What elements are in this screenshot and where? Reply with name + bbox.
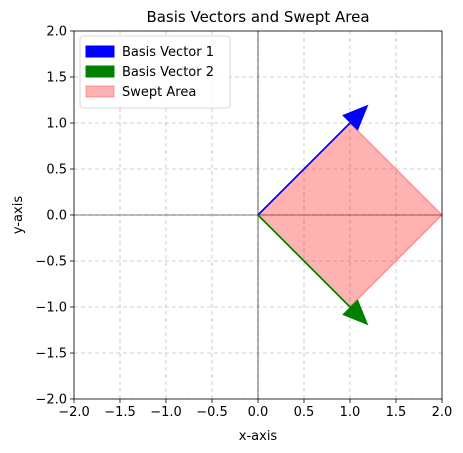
x-tick-label: −0.5 [196,405,228,420]
x-tick-label: 0.0 [248,405,269,420]
legend-basis-vector-1: Basis Vector 1 [85,45,214,60]
chart-title: Basis Vectors and Swept Area [146,8,369,26]
y-axis-label: y-axis [11,196,26,234]
basis-vector-2 [257,214,369,326]
swept-area-polygon [256,121,444,309]
x-tick-label: −1.0 [150,405,182,420]
legend-basis-vector-2-swatch [85,65,115,78]
x-tick-label: −1.5 [104,405,136,420]
y-tick-label: −1.0 [35,301,67,316]
basis-vector-1 [257,104,369,216]
legend-box [79,35,231,109]
y-tick-label: 2.0 [46,25,67,40]
y-tick-label: −1.5 [35,347,67,362]
plot-area: −2.0 −1.5 −1.0 −0.5 0.0 0.5 1.0 1.5 2.0−2.0−1.5−… [35,25,452,421]
x-tick-label: −2.0 [58,405,90,420]
x-tick-label: 2.0 [432,405,453,420]
x-tick-label: 1.5 [386,405,407,420]
legend-swept-area-label: Swept Area [122,85,196,100]
legend: Basis Vector 1 Basis Vector 2 Swept Area [79,35,231,109]
basis-vector-1-arrow [257,104,369,216]
basis-vector-2-arrow [257,214,369,326]
legend-swept-area: Swept Area [85,85,196,100]
y-tick-label: 0.5 [46,163,67,178]
y-tick-label: 0.0 [46,209,67,224]
legend-basis-vector-2-label: Basis Vector 2 [122,65,214,80]
y-tick-label: −0.5 [35,255,67,270]
x-tick-label: 1.0 [340,405,361,420]
legend-basis-vector-1-label: Basis Vector 1 [122,45,214,60]
legend-basis-vector-1-swatch [85,45,115,58]
legend-swept-area-swatch [85,85,115,98]
y-tick-label: 1.5 [46,71,67,86]
y-tick-label: −2.0 [35,393,67,408]
legend-basis-vector-2: Basis Vector 2 [85,65,214,80]
y-tick-label: 1.0 [46,117,67,132]
x-axis-label: x-axis [239,429,278,444]
x-tick-label: 0.5 [294,405,315,420]
